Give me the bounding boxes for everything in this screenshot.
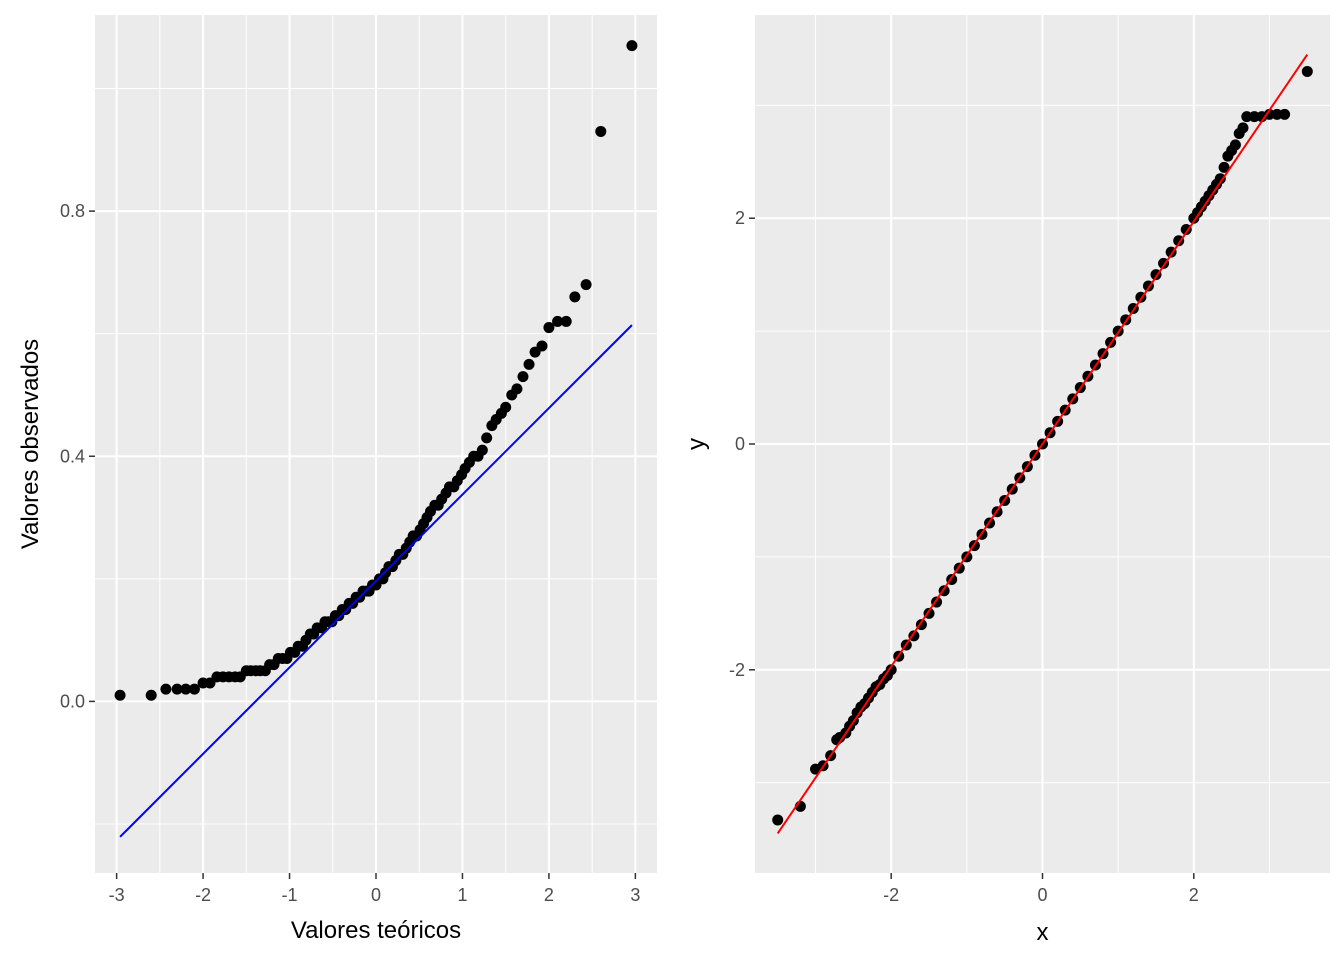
right-reference-line — [776, 53, 1309, 835]
left-data-point — [511, 383, 523, 395]
right-y-tick-label: -2 — [729, 660, 745, 680]
left-y-tick-label: 0.8 — [60, 201, 85, 221]
left-x-tick-label: 0 — [371, 885, 381, 905]
left-data-point — [171, 683, 183, 695]
left-y-tick-label: 0.4 — [60, 446, 85, 466]
left-data-point — [114, 689, 126, 701]
right-data-point — [1279, 108, 1291, 120]
left-data-point — [536, 340, 548, 352]
right-data-point — [1241, 111, 1253, 123]
left-data-point — [481, 432, 493, 444]
left-data-point — [188, 683, 200, 695]
left-x-tick-label: -3 — [109, 885, 125, 905]
left-x-tick-label: 3 — [630, 885, 640, 905]
left-data-point — [543, 322, 555, 334]
qq-plot-left: -3 -2 -1 0 1 2 3 0.0 0.4 0.8 Valores teóricos Val… — [17, 15, 657, 944]
left-data-point — [500, 401, 512, 413]
left-data-point — [552, 315, 564, 327]
left-y-axis-title: Valores observados — [17, 339, 44, 549]
right-y-tick-label: 0 — [735, 434, 745, 454]
right-x-axis-title: x — [1037, 919, 1049, 946]
left-y-tick-label: 0.0 — [60, 691, 85, 711]
right-y-axis-title: y — [683, 438, 710, 450]
left-x-tick-label: 2 — [544, 885, 554, 905]
right-data-point — [1248, 111, 1260, 123]
right-data-point — [1237, 122, 1249, 134]
left-x-tick-label: 1 — [457, 885, 467, 905]
right-data-point — [1263, 108, 1275, 120]
left-data-point — [560, 315, 572, 327]
right-x-tick-label: 0 — [1037, 885, 1047, 905]
left-data-point — [160, 683, 172, 695]
left-data-point — [523, 358, 535, 370]
qq-plot-right: -2 0 2 -2 0 2 x y — [683, 15, 1330, 946]
left-data-point — [569, 291, 581, 303]
right-data-point — [1301, 65, 1313, 77]
right-y-tick-label: 2 — [735, 208, 745, 228]
right-data-point — [1218, 161, 1230, 173]
right-data-point — [885, 664, 897, 676]
right-data-point — [1214, 173, 1226, 185]
left-x-tick-label: -2 — [195, 885, 211, 905]
left-data-point — [145, 689, 157, 701]
right-data-point — [1229, 139, 1241, 151]
left-data-point — [626, 40, 638, 52]
left-data-point — [595, 125, 607, 137]
left-data-point — [476, 444, 488, 456]
left-data-point — [180, 683, 192, 695]
right-x-tick-label: -2 — [883, 885, 899, 905]
right-data-point — [772, 814, 784, 826]
left-x-tick-label: -1 — [282, 885, 298, 905]
left-data-point — [517, 371, 529, 383]
right-data-point — [1271, 108, 1283, 120]
right-x-tick-label: 2 — [1189, 885, 1199, 905]
left-reference-line — [119, 324, 633, 838]
left-x-axis-title: Valores teóricos — [291, 917, 461, 944]
left-data-point — [580, 279, 592, 291]
